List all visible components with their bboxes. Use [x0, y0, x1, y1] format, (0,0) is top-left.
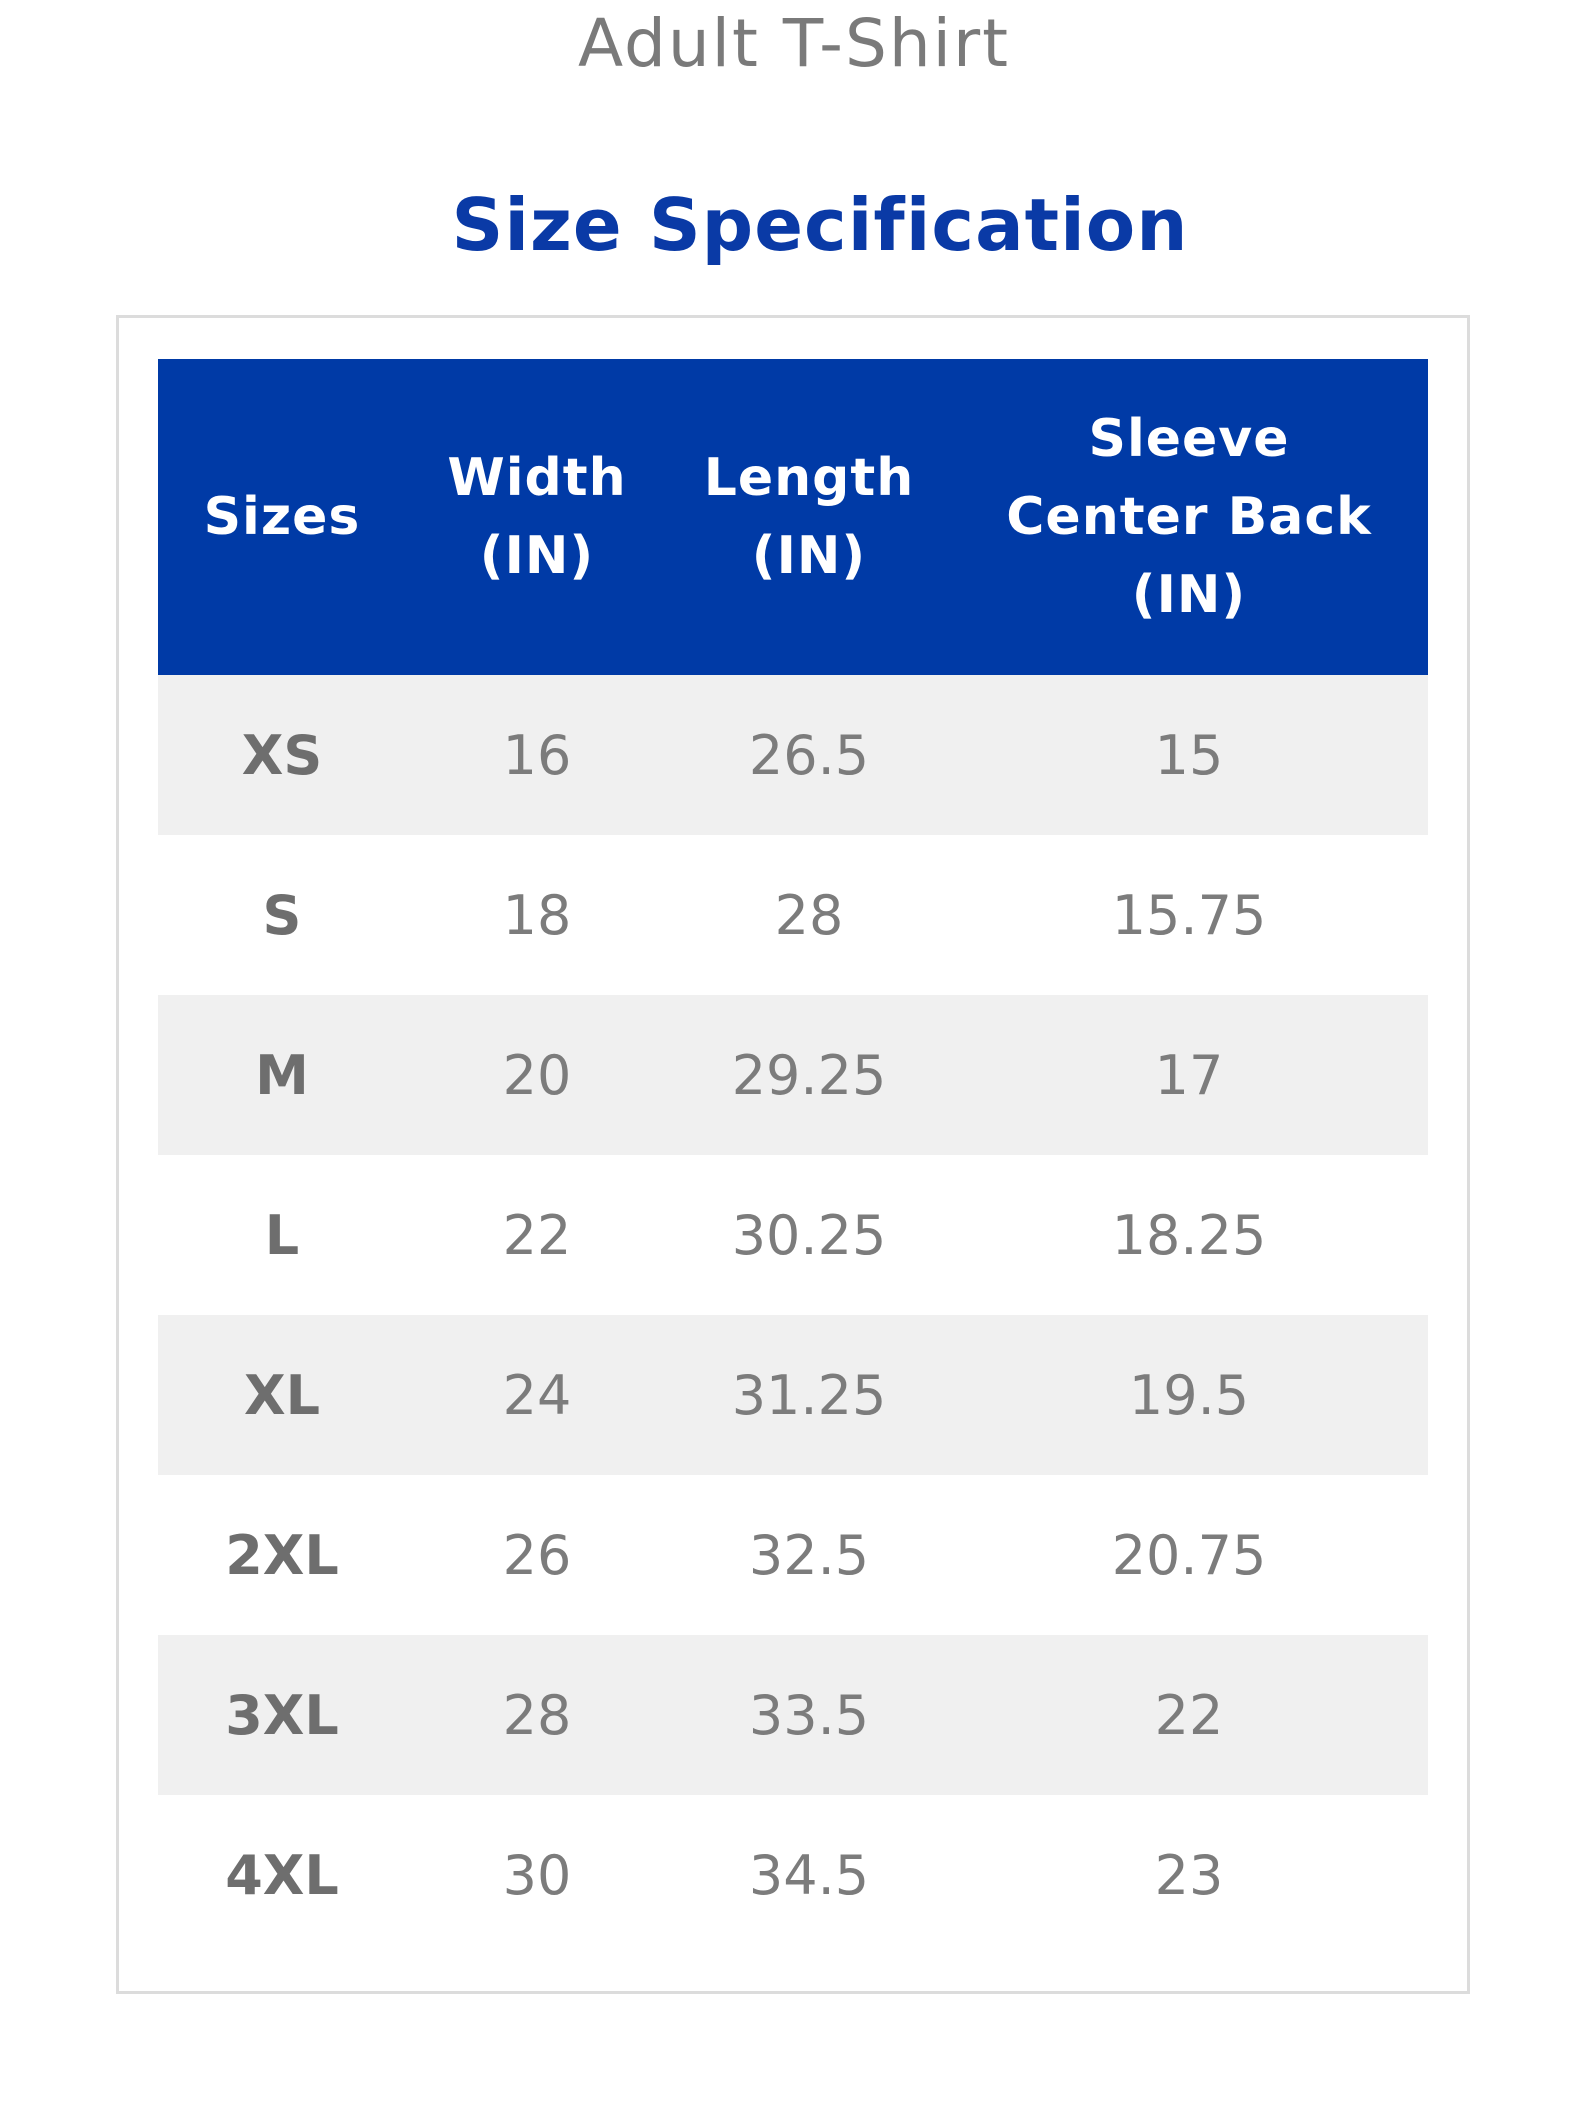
- width-cell: 30: [502, 1843, 572, 1907]
- header-sizes-line: Sizes: [203, 487, 361, 547]
- size-cell: XS: [241, 723, 323, 787]
- table-row: 4XL 30 34.5 23: [158, 1795, 1428, 1955]
- section-title: Size Specification: [451, 183, 1189, 267]
- table-row: L 22 30.25 18.25: [158, 1155, 1428, 1315]
- width-cell: 26: [502, 1523, 572, 1587]
- size-specification-table: Sizes Width (IN) Length (IN) Sleeve Cent…: [158, 359, 1428, 1955]
- length-cell: 31.25: [731, 1363, 887, 1427]
- size-cell: 3XL: [225, 1683, 339, 1747]
- sleeve-cell: 20.75: [1111, 1523, 1267, 1587]
- width-cell: 24: [502, 1363, 572, 1427]
- sleeve-cell: 18.25: [1111, 1203, 1267, 1267]
- size-cell: S: [262, 883, 302, 947]
- width-cell: 20: [502, 1043, 572, 1107]
- length-cell: 30.25: [731, 1203, 887, 1267]
- size-cell: L: [264, 1203, 300, 1267]
- length-cell: 34.5: [748, 1843, 870, 1907]
- header-sleeve-unit: (IN): [1131, 565, 1247, 625]
- width-cell: 16: [502, 723, 572, 787]
- header-length-unit: (IN): [751, 526, 867, 586]
- length-cell: 28: [774, 883, 844, 947]
- header-length: Length (IN): [668, 359, 950, 675]
- header-sizes: Sizes: [158, 359, 406, 675]
- width-cell: 18: [502, 883, 572, 947]
- size-cell: XL: [243, 1363, 321, 1427]
- length-cell: 26.5: [748, 723, 870, 787]
- sleeve-cell: 19.5: [1128, 1363, 1250, 1427]
- header-width-unit: (IN): [479, 526, 595, 586]
- header-sleeve-line-2: Center Back: [1006, 487, 1372, 547]
- sleeve-cell: 22: [1154, 1683, 1224, 1747]
- length-cell: 33.5: [748, 1683, 870, 1747]
- header-length-line: Length: [703, 448, 915, 508]
- size-chart-frame: [116, 315, 1470, 1994]
- table-row: 2XL 26 32.5 20.75: [158, 1475, 1428, 1635]
- width-cell: 22: [502, 1203, 572, 1267]
- sleeve-cell: 23: [1154, 1843, 1224, 1907]
- sleeve-cell: 15.75: [1111, 883, 1267, 947]
- header-width: Width (IN): [406, 359, 668, 675]
- table-row: M 20 29.25 17: [158, 995, 1428, 1155]
- table-body: XS 16 26.5 15 S 18 28 15.75 M 20 29.25 1…: [158, 675, 1428, 1955]
- header-sleeve-line-1: Sleeve: [1088, 409, 1290, 469]
- length-cell: 32.5: [748, 1523, 870, 1587]
- size-cell: 2XL: [225, 1523, 339, 1587]
- size-cell: 4XL: [225, 1843, 339, 1907]
- page-title: Adult T-Shirt: [577, 5, 1011, 82]
- table-row: XL 24 31.25 19.5: [158, 1315, 1428, 1475]
- length-cell: 29.25: [731, 1043, 887, 1107]
- table-row: 3XL 28 33.5 22: [158, 1635, 1428, 1795]
- table-row: S 18 28 15.75: [158, 835, 1428, 995]
- width-cell: 28: [502, 1683, 572, 1747]
- table-row: XS 16 26.5 15: [158, 675, 1428, 835]
- size-cell: M: [255, 1043, 309, 1107]
- sleeve-cell: 17: [1154, 1043, 1224, 1107]
- header-sleeve-center-back: Sleeve Center Back (IN): [950, 359, 1428, 675]
- header-width-line: Width: [447, 448, 627, 508]
- sleeve-cell: 15: [1154, 723, 1224, 787]
- header-row: Sizes Width (IN) Length (IN) Sleeve Cent…: [158, 359, 1428, 675]
- table-header: Sizes Width (IN) Length (IN) Sleeve Cent…: [158, 359, 1428, 675]
